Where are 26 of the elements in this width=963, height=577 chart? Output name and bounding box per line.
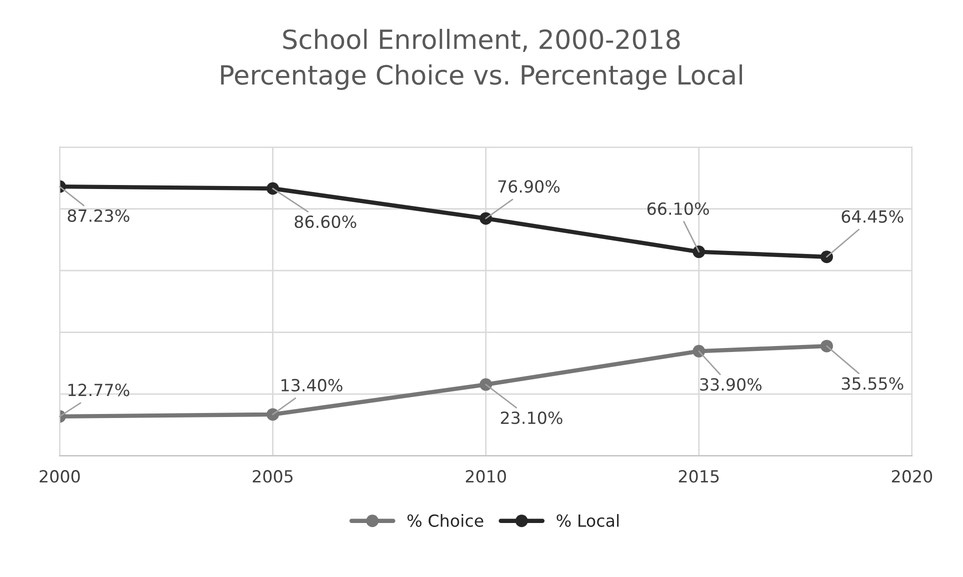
point <box>692 246 706 258</box>
data-label: 12.77% <box>68 384 130 396</box>
point <box>266 182 280 195</box>
data-label: 86.60% <box>294 215 356 228</box>
data-label: 87.23% <box>68 209 130 222</box>
x-tick-label: 2005 <box>252 470 293 483</box>
point <box>480 378 492 391</box>
chart-title: School Enrollment, 2000-2018 Percentage Choice vs. Percentage Local <box>221 28 742 90</box>
data-label: 76.90% <box>498 180 560 193</box>
legend-label: % Local <box>556 514 619 527</box>
point <box>820 250 833 264</box>
x-tick-label: 2010 <box>466 470 506 483</box>
legend-label: % Choice <box>407 514 484 527</box>
data-label: 66.10% <box>647 202 709 215</box>
point <box>820 340 833 352</box>
x-tick-label: 2015 <box>678 470 719 483</box>
data-label: 64.45% <box>842 210 904 223</box>
point <box>266 408 280 421</box>
data-label: 23.10% <box>500 411 562 424</box>
point <box>692 344 706 358</box>
data-label: 35.55% <box>842 377 904 390</box>
data-label: 13.40% <box>282 378 342 392</box>
data-label: 33.90% <box>700 378 762 391</box>
x-tick-label: 2020 <box>892 470 932 483</box>
x-tick-label: 2000 <box>40 470 80 483</box>
point <box>480 212 492 225</box>
